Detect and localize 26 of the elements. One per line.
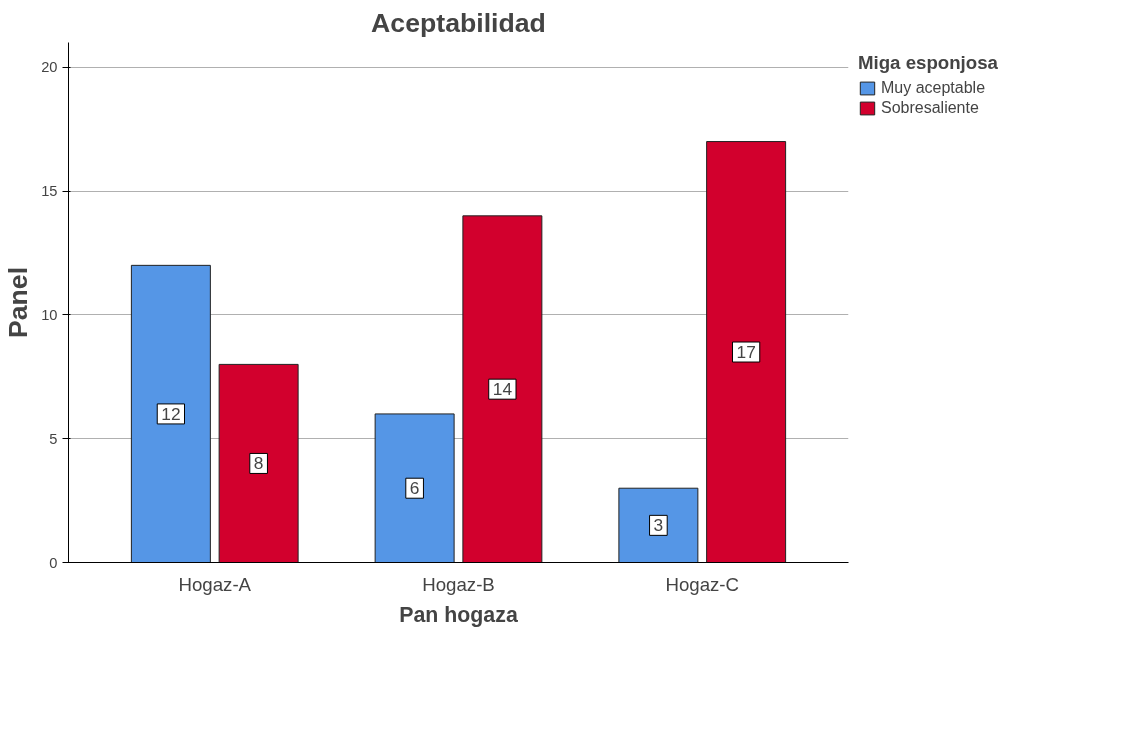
y-tick-label: 0 xyxy=(49,554,58,571)
data-label: 14 xyxy=(492,379,513,400)
data-label: 8 xyxy=(253,453,264,474)
chart-title: Aceptabilidad xyxy=(371,7,546,38)
x-tick-label: Hogaz-C xyxy=(665,573,740,595)
y-axis-title: Panel xyxy=(3,266,34,339)
x-tick-label: Hogaz-B xyxy=(422,573,495,595)
bar xyxy=(618,487,699,563)
data-label: 6 xyxy=(409,478,420,499)
x-axis-title: Pan hogaza xyxy=(399,602,518,627)
y-tick-label: 20 xyxy=(41,59,58,76)
bar xyxy=(374,413,455,563)
data-label: 12 xyxy=(161,403,181,424)
bar xyxy=(462,215,543,563)
data-label: 3 xyxy=(653,515,664,536)
legend-label: Sobresaliente xyxy=(881,99,979,117)
legend-label: Muy aceptable xyxy=(881,79,986,97)
bar xyxy=(218,363,299,563)
bar xyxy=(706,141,787,563)
bar xyxy=(130,264,211,563)
legend-title: Miga esponjosa xyxy=(858,52,998,74)
x-tick-label: Hogaz-A xyxy=(178,573,252,595)
y-tick-label: 5 xyxy=(49,430,58,447)
data-label: 17 xyxy=(736,342,756,363)
y-tick-label: 15 xyxy=(41,183,58,200)
y-tick-label: 10 xyxy=(41,306,58,323)
